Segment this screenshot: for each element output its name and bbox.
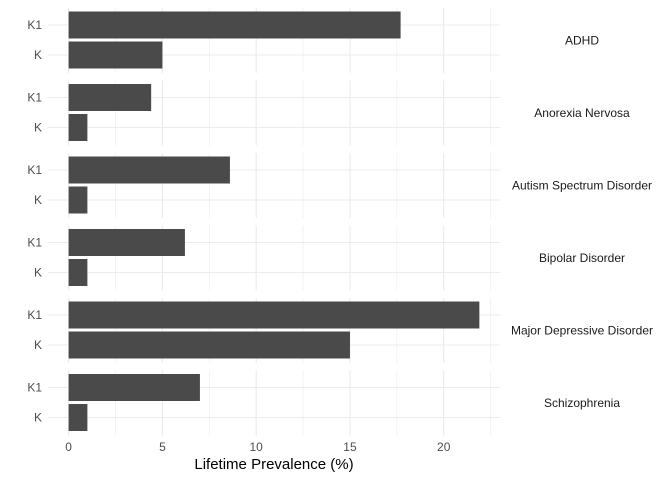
labels-layer: K1 K ADHD K1 K Anorexia Nervosa K1 K Autism Spec… xyxy=(27,18,653,454)
category-label: K1 xyxy=(27,381,42,395)
bar xyxy=(68,41,163,69)
bar xyxy=(68,186,88,214)
bar xyxy=(68,301,480,329)
bar xyxy=(68,114,88,141)
x-tick-label: 5 xyxy=(159,440,166,454)
category-label: K xyxy=(34,193,42,207)
facet-label: Schizophrenia xyxy=(544,396,620,410)
category-label: K xyxy=(34,121,42,135)
category-label: K xyxy=(34,48,42,62)
bar xyxy=(68,374,200,401)
facet-label: Anorexia Nervosa xyxy=(534,106,630,120)
category-label: K xyxy=(34,338,42,352)
x-tick-label: 20 xyxy=(437,440,451,454)
bar xyxy=(68,404,88,431)
bar xyxy=(68,156,230,184)
facet-label: Major Depressive Disorder xyxy=(511,324,653,338)
category-label: K1 xyxy=(27,236,42,250)
bar xyxy=(68,11,401,39)
bar xyxy=(68,84,152,111)
category-label: K1 xyxy=(27,91,42,105)
x-tick-label: 0 xyxy=(65,440,72,454)
x-tick-label: 10 xyxy=(250,440,264,454)
category-label: K xyxy=(34,411,42,425)
category-label: K xyxy=(34,266,42,280)
bar xyxy=(68,331,350,359)
category-label: K1 xyxy=(27,163,42,177)
facet-label: Autism Spectrum Disorder xyxy=(512,179,652,193)
bar xyxy=(68,259,88,286)
facet-label: Bipolar Disorder xyxy=(539,251,625,265)
x-axis-title: Lifetime Prevalence (%) xyxy=(194,456,353,473)
grid-layer xyxy=(48,8,500,436)
bar xyxy=(68,229,185,256)
category-label: K1 xyxy=(27,18,42,32)
x-tick-label: 15 xyxy=(343,440,357,454)
facet-label: ADHD xyxy=(565,34,599,48)
bars-layer xyxy=(68,11,480,431)
category-label: K1 xyxy=(27,308,42,322)
